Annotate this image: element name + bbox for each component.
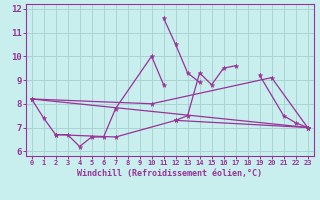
X-axis label: Windchill (Refroidissement éolien,°C): Windchill (Refroidissement éolien,°C) xyxy=(77,169,262,178)
